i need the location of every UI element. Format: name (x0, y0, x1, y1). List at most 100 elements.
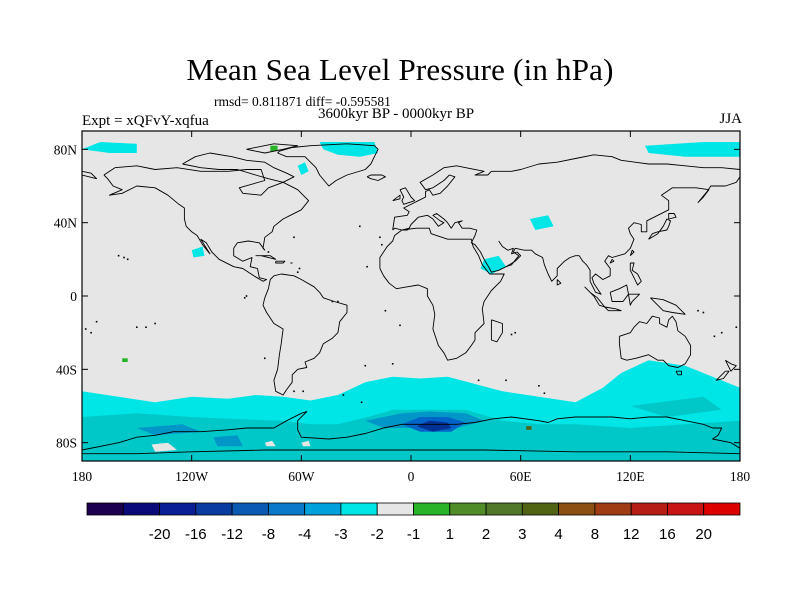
pressure-level-4 (526, 426, 532, 430)
x-tick-label: 120W (175, 469, 208, 484)
coastline (82, 449, 740, 455)
map-title: Mean Sea Level Pressure (in hPa) (186, 52, 614, 87)
colorbar-swatch (630, 502, 668, 516)
coastline (392, 154, 740, 231)
island-dot (298, 267, 301, 270)
island-dot (381, 243, 383, 246)
coastline (103, 165, 310, 282)
coastline (498, 240, 522, 268)
island-dot (342, 394, 345, 396)
colorbar-swatch (231, 502, 269, 516)
island-dot (514, 331, 516, 334)
colorbar-label: -20 (149, 526, 171, 543)
coastline (392, 194, 401, 202)
pressure-level--8 (416, 420, 452, 432)
coastline (629, 249, 635, 257)
colorbar: -20 -16 -12 -8 -4 -3 -2 -1 1 2 3 4 8 12 16 20 (86, 502, 741, 543)
colorbar-swatch (159, 502, 197, 516)
island-dot (399, 324, 401, 327)
coastline (182, 152, 295, 183)
island-dot (126, 258, 129, 261)
colorbar-swatch (667, 502, 705, 516)
colorbar-label: -16 (185, 526, 207, 543)
island-dot (117, 254, 120, 257)
map-plot (82, 131, 740, 461)
colorbar-label: 4 (554, 526, 562, 543)
coastline (556, 279, 562, 286)
island-dot (293, 390, 295, 393)
island-dot (384, 309, 387, 312)
coastline (246, 143, 299, 154)
coastline (675, 370, 682, 376)
coastline (715, 370, 730, 381)
island-dot (331, 300, 334, 303)
island-dot (364, 364, 367, 367)
island-dot (302, 390, 304, 393)
coastline (604, 306, 622, 312)
island-dot (391, 363, 394, 365)
pressure-region (264, 440, 276, 447)
pressure-region (526, 426, 532, 430)
island-dot (293, 236, 295, 239)
colorbar-swatch (449, 502, 487, 516)
coastline (648, 218, 671, 240)
coastline (379, 227, 505, 361)
island-dot (702, 311, 705, 314)
colorbar-swatch (413, 502, 451, 516)
island-dot (243, 297, 246, 299)
experiment-label: Expt = xQFvY-xqfua (82, 113, 209, 129)
colorbar-label: -3 (334, 526, 347, 543)
colorbar-swatch (340, 502, 378, 516)
pressure-region (82, 142, 137, 153)
pressure-region (191, 246, 205, 258)
island-dot (510, 333, 513, 336)
x-tick-label: 0 (408, 469, 415, 484)
x-tick-label: 180 (730, 469, 751, 484)
colorbar-swatch (558, 502, 596, 516)
colorbar-label: -4 (298, 526, 311, 543)
island-dot (713, 335, 716, 338)
island-dot (145, 326, 147, 328)
coastline (609, 258, 615, 264)
island-dot (538, 385, 540, 387)
coastline (275, 260, 286, 264)
pressure-region (151, 442, 177, 452)
coastline (629, 262, 642, 286)
colorbar-label: 20 (695, 526, 712, 543)
pressure-region (319, 142, 379, 157)
colorbar-label: -8 (262, 526, 275, 543)
colorbar-label: 1 (446, 526, 454, 543)
colorbar-label: 12 (623, 526, 640, 543)
y-tick-label: 40S (56, 362, 77, 377)
coastline (628, 293, 640, 306)
x-tick-label: 60W (288, 469, 315, 484)
island-dot (360, 401, 363, 404)
colorbar-swatch (485, 502, 523, 516)
pressure-region (529, 215, 554, 230)
coastline (650, 297, 686, 315)
island-dot (477, 379, 480, 382)
pressure-level-2 (122, 145, 278, 362)
y-tick-label: 80N (54, 142, 78, 157)
island-dot (245, 295, 248, 297)
pressure-region (136, 424, 201, 436)
coastline (618, 315, 692, 368)
x-tick-label: 120E (616, 469, 645, 484)
pressure-region (270, 145, 278, 152)
island-dot (337, 300, 339, 303)
x-tick-label: 180 (72, 469, 93, 484)
coastline (262, 273, 348, 396)
island-dot (123, 256, 125, 259)
pressure-region (82, 409, 740, 461)
island-dot (136, 326, 138, 328)
island-dot (95, 320, 98, 323)
island-dot (505, 379, 507, 382)
pressure-region (122, 358, 128, 362)
colorbar-swatch (122, 502, 160, 516)
coastline (490, 319, 503, 343)
pressure-level-1 (151, 440, 311, 452)
coastline (401, 227, 410, 231)
season-label: JJA (719, 111, 742, 127)
colorbar-swatch (195, 502, 233, 516)
